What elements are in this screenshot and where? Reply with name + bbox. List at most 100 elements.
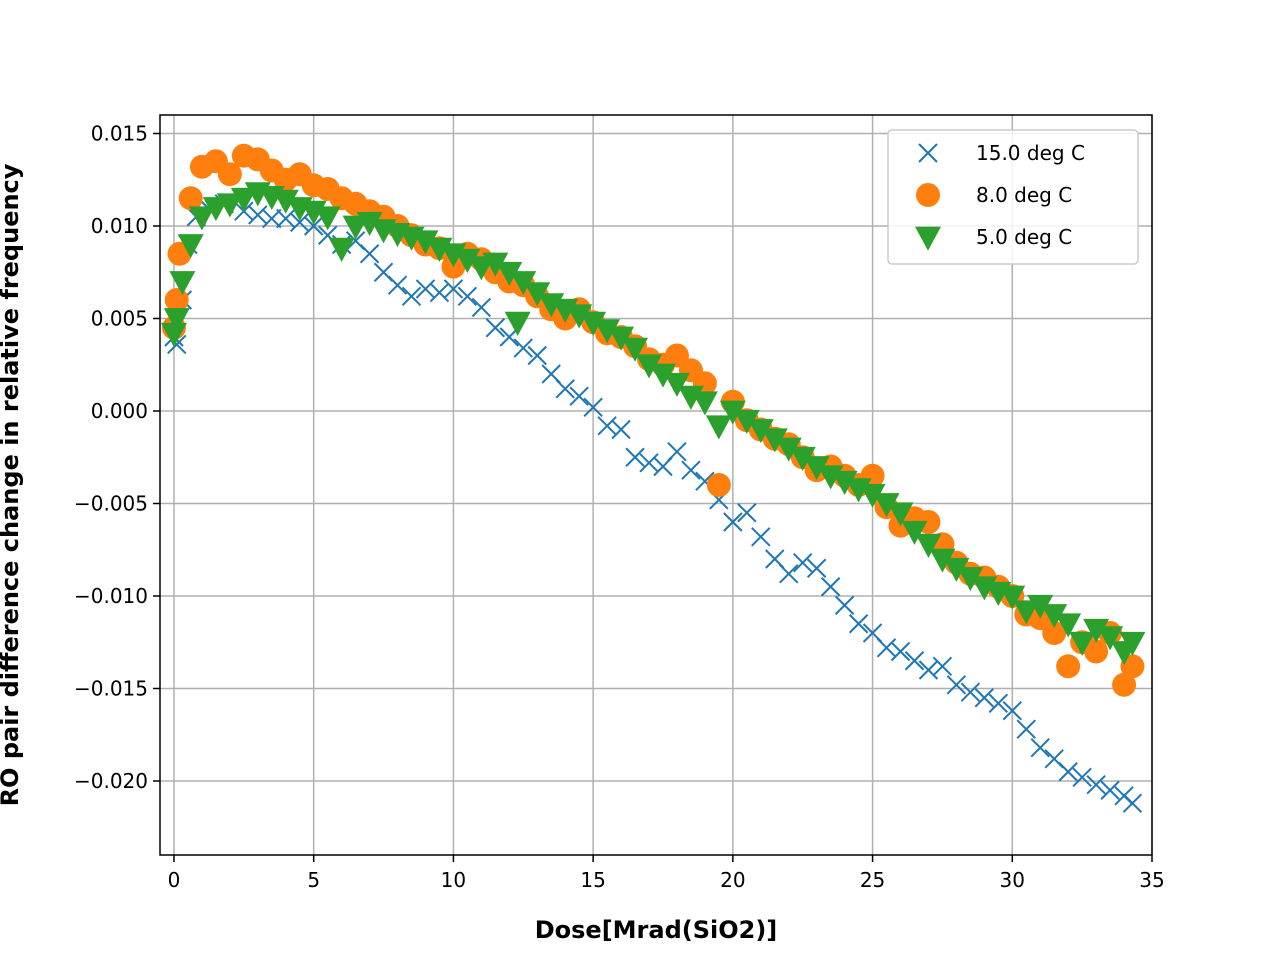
data-point (779, 564, 799, 584)
x-tick-label: 10 (441, 868, 466, 892)
data-point (188, 206, 215, 231)
data-point (454, 248, 481, 273)
data-point (608, 326, 635, 351)
data-point (932, 656, 953, 677)
data-point (1016, 719, 1036, 739)
data-point (496, 261, 523, 286)
data-point (887, 502, 914, 527)
y-tick-label: 0.005 (91, 307, 148, 331)
data-point (471, 297, 492, 318)
data-point (566, 304, 593, 329)
data-point (636, 354, 663, 379)
data-point (873, 493, 900, 518)
data-point (1097, 626, 1124, 651)
data-point (1119, 631, 1146, 656)
data-point (230, 187, 257, 212)
data-point (1041, 604, 1068, 629)
data-point (723, 512, 743, 532)
data-point (789, 446, 816, 471)
series-3 (160, 182, 1146, 666)
data-point (1083, 618, 1110, 643)
x-tick-label: 15 (580, 868, 605, 892)
data-point (691, 391, 718, 416)
data-point (216, 193, 243, 218)
plot-frame (159, 114, 1153, 856)
data-point (1002, 700, 1022, 721)
data-point (915, 533, 942, 558)
x-axis-ticks: 0 5 10 15 20 25 30 35 (168, 855, 1165, 892)
legend-label: 8.0 deg C (976, 183, 1072, 207)
data-point (761, 428, 788, 453)
data-point (1069, 631, 1096, 656)
data-point (457, 286, 478, 307)
data-point (262, 208, 282, 229)
data-point (859, 483, 886, 508)
data-point (820, 577, 841, 597)
data-point (806, 558, 827, 578)
data-point (594, 319, 621, 344)
data-point (290, 212, 310, 233)
x-tick-label: 20 (720, 868, 745, 892)
data-point (597, 416, 617, 436)
data-point (625, 447, 645, 467)
y-tick-label: −0.010 (74, 584, 148, 608)
data-point (169, 271, 196, 296)
data-point (611, 419, 631, 440)
data-point (848, 614, 869, 634)
data-point (485, 318, 506, 338)
data-point (510, 271, 537, 296)
data-point (359, 244, 380, 264)
data-point (890, 641, 911, 662)
data-point (876, 638, 897, 658)
data-point (904, 651, 925, 671)
data-point (1027, 594, 1054, 619)
data-point (276, 208, 296, 229)
data-point (356, 211, 383, 236)
data-point (946, 675, 967, 695)
data-point (1122, 793, 1143, 813)
data-point (792, 552, 813, 573)
x-tick-label: 30 (1000, 868, 1025, 892)
y-tick-label: 0.015 (91, 122, 148, 146)
data-point (314, 206, 341, 231)
y-axis-title: RO pair difference change in relative fr… (0, 163, 24, 806)
data-point (901, 520, 928, 545)
data-point (747, 419, 774, 444)
data-point (622, 337, 649, 362)
legend: 15.0 deg C 8.0 deg C 5.0 deg C (887, 129, 1139, 265)
data-point (706, 473, 731, 497)
legend-box (887, 129, 1139, 265)
x-tick-label: 35 (1139, 868, 1164, 892)
data-point (974, 688, 995, 708)
data-point (943, 557, 970, 582)
data-point (960, 682, 981, 702)
y-axis-ticks: 0.015 0.010 0.005 0.000 −0.005 −0.010 −0.015 −0… (74, 122, 160, 793)
data-point (1030, 737, 1050, 758)
series-1 (164, 194, 1143, 813)
data-point (387, 275, 408, 295)
data-point (705, 415, 732, 440)
legend-label: 15.0 deg C (976, 141, 1085, 165)
x-axis-title: Dose[Mrad(SiO2)] (535, 916, 778, 944)
data-point (412, 230, 439, 255)
data-point (751, 527, 771, 547)
data-point (272, 189, 299, 214)
data-points (160, 143, 1146, 813)
data-point (513, 338, 533, 358)
data-point (178, 186, 203, 211)
data-point (831, 470, 858, 495)
data-point (583, 397, 603, 418)
data-point (1072, 767, 1092, 788)
data-point (177, 234, 204, 259)
data-point (569, 386, 589, 406)
data-point (504, 311, 531, 336)
data-point (1013, 600, 1040, 625)
legend-marker (916, 183, 940, 207)
data-point (733, 409, 760, 434)
x-tick-label: 5 (307, 868, 320, 892)
data-point (429, 282, 450, 303)
y-tick-label: −0.015 (74, 677, 148, 701)
legend-marker (915, 226, 941, 251)
data-point (988, 693, 1009, 714)
